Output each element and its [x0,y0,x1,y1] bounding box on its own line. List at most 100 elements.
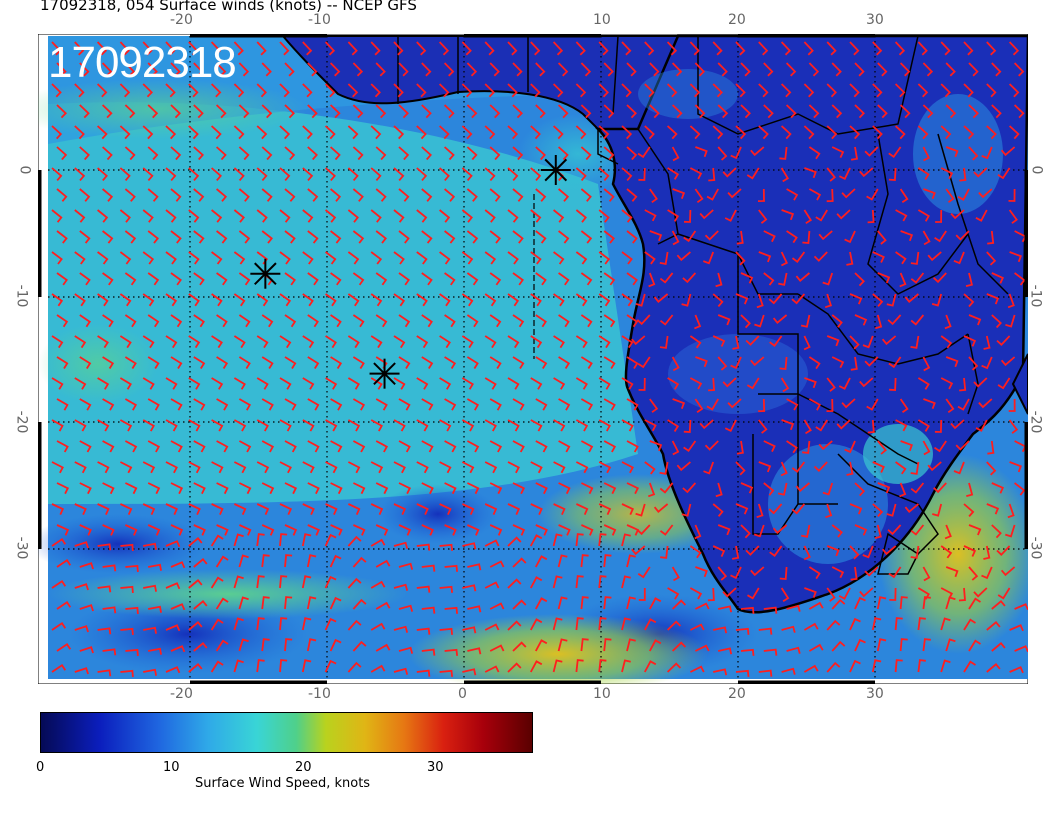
wind-barb-icon [978,188,993,199]
wind-barb-icon [975,209,988,222]
wind-barb-icon [507,209,519,223]
wind-barb-icon [781,667,796,675]
wind-barb-icon [950,419,965,430]
wind-barb-icon [421,146,432,161]
wind-barb-icon [352,314,365,328]
wind-barb-icon [233,659,244,673]
wind-barb-icon [849,503,863,515]
wind-barb-icon [535,482,548,495]
wind-barb-icon [375,104,387,119]
wind-barb-icon [238,356,251,369]
wind-barb-icon [467,524,480,536]
wind-barb-icon [648,272,656,288]
wind-barb-icon [461,209,473,223]
wind-barb-icon [826,125,838,140]
wind-barb-icon [933,482,947,494]
wind-barb-icon [735,125,747,140]
wind-barb-icon [621,83,632,98]
wind-barb-icon [580,272,593,286]
wind-barb-icon [854,482,866,497]
wind-barb-icon [558,272,570,286]
wind-barb-icon [644,209,657,222]
wind-barb-icon [444,398,457,411]
wind-barb-icon [375,482,389,495]
wind-barb-icon [683,230,697,243]
wind-barb-icon [535,230,547,244]
storm-markers [250,155,571,389]
wind-barb-icon [74,583,89,591]
wind-barb-icon [580,62,592,77]
wind-barb-icon [825,503,833,519]
wind-barb-icon [699,419,714,430]
wind-barb-icon [740,272,754,284]
wind-barb-icon [120,669,134,677]
wind-barb-icon [421,230,433,244]
wind-barb-icon [101,104,113,119]
wind-barb-icon [535,62,546,77]
wind-barb-icon [530,618,543,631]
wind-barb-icon [712,41,723,56]
wind-barb-icon [933,440,947,453]
y-tick-right: -30 [1027,536,1044,560]
wind-barb-icon [854,314,868,326]
wind-barb-icon [899,398,909,414]
wind-barb-icon [261,554,270,568]
wind-barb-icon [804,167,817,179]
wind-barb-icon [170,603,186,611]
wind-barb-icon [301,659,312,673]
wind-barb-icon [945,638,956,652]
wind-barb-icon [740,104,751,119]
wind-barb-icon [735,41,746,56]
wind-barb-icon [484,251,497,265]
wind-barb-icon [439,167,450,181]
wind-barb-icon [484,461,498,474]
y-tick-right: -10 [1027,284,1044,308]
wind-barb-icon [1000,146,1016,157]
wind-barb-icon [119,251,132,265]
wind-barb-icon [1009,461,1022,473]
wind-barb-icon [507,251,519,265]
wind-barb-icon [165,335,178,349]
wind-barb-icon [438,125,450,140]
wind-barb-icon [694,188,704,204]
wind-barb-icon [256,617,265,631]
wind-barb-icon [877,62,888,77]
wind-barb-icon [758,41,769,56]
wind-barb-icon [780,587,790,603]
wind-barb-icon [238,554,249,568]
wind-barb-icon [375,601,391,610]
wind-barb-icon [638,588,646,601]
wind-barb-icon [557,596,568,610]
wind-barb-icon [973,377,988,388]
wind-barb-icon [826,41,837,56]
wind-barb-icon [216,356,229,369]
wind-barb-icon [626,638,636,652]
wind-barb-icon [895,251,907,265]
wind-barb-icon [279,419,292,432]
wind-barb-icon [330,524,343,536]
wind-barb-icon [124,314,137,328]
wind-barb-icon [763,482,775,496]
wind-barb-icon [489,104,501,119]
wind-barb-icon [626,314,639,328]
wind-barb-icon [1008,188,1016,202]
wind-barb-icon [484,293,497,307]
wind-barb-icon [512,398,525,411]
wind-barb-icon [706,398,719,411]
wind-barb-icon [375,314,388,328]
wind-barb-icon [872,461,885,473]
wind-barb-icon [444,314,456,328]
wind-barb-icon [671,230,680,246]
wind-barb-icon [649,188,658,204]
wind-barb-icon [844,230,856,244]
wind-barb-icon [56,314,69,328]
wind-barb-icon [261,482,275,495]
wind-barb-icon [963,335,977,347]
wind-barb-icon [421,272,433,286]
wind-barb-icon [1014,645,1028,653]
wind-barb-icon [165,83,176,98]
wind-barb-icon [598,167,610,181]
wind-barb-icon [421,482,434,495]
wind-barb-icon [484,503,498,515]
wind-barb-icon [831,356,845,369]
